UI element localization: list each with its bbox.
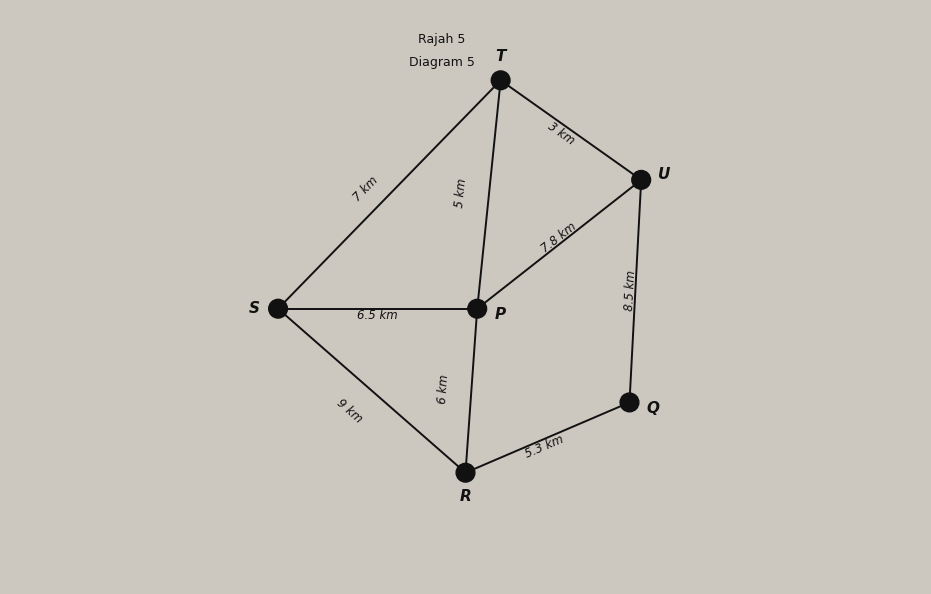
Text: Diagram 5: Diagram 5	[409, 56, 475, 69]
Text: S: S	[250, 301, 260, 316]
Circle shape	[492, 71, 510, 90]
Text: 6 km: 6 km	[436, 374, 451, 405]
Text: U: U	[658, 166, 671, 182]
Circle shape	[269, 299, 288, 318]
Text: P: P	[495, 307, 506, 322]
Text: 5.3 km: 5.3 km	[522, 432, 565, 461]
Text: 5 km: 5 km	[453, 178, 469, 208]
Text: 6.5 km: 6.5 km	[358, 309, 398, 322]
Text: T: T	[495, 49, 506, 64]
Text: 7.8 km: 7.8 km	[539, 220, 579, 255]
Text: 3 km: 3 km	[545, 120, 576, 148]
Text: 9 km: 9 km	[334, 396, 365, 425]
Circle shape	[456, 463, 475, 482]
Text: 7 km: 7 km	[351, 174, 381, 204]
Circle shape	[632, 170, 651, 189]
Text: Rajah 5: Rajah 5	[418, 33, 466, 46]
Circle shape	[620, 393, 639, 412]
Text: R: R	[460, 489, 471, 504]
Circle shape	[468, 299, 487, 318]
Text: 8.5 km: 8.5 km	[623, 270, 639, 311]
Text: Q: Q	[646, 401, 659, 416]
